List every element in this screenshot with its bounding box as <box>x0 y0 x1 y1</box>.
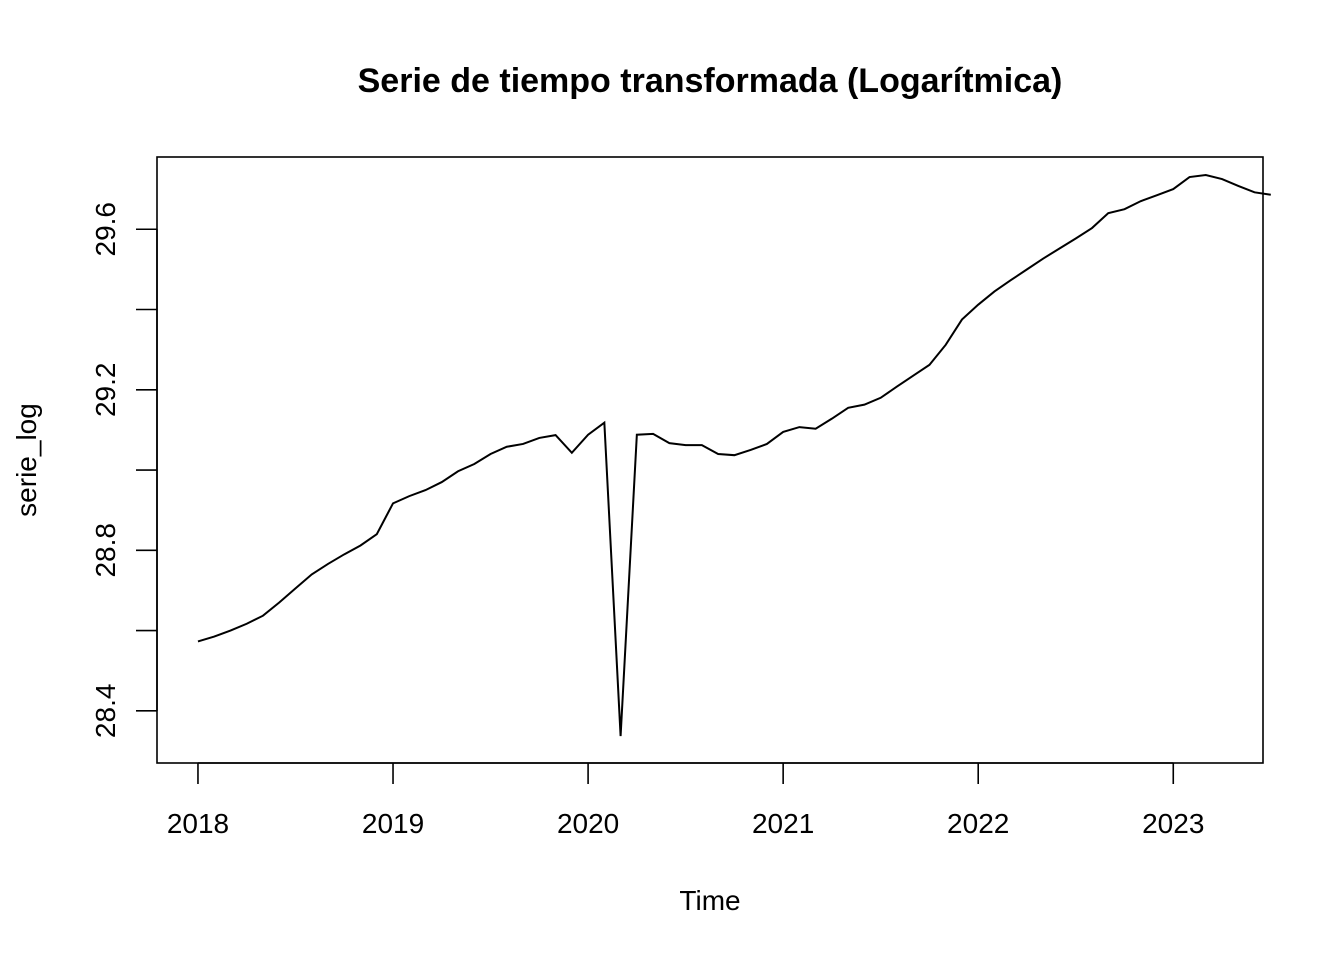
y-tick-label: 29.2 <box>90 363 121 418</box>
chart-title: Serie de tiempo transformada (Logarítmic… <box>358 62 1063 100</box>
y-tick-label: 28.8 <box>90 523 121 578</box>
x-tick-label: 2021 <box>752 808 814 839</box>
x-axis: 2018 2019 2020 2021 2022 2023 <box>167 762 1204 839</box>
x-tick-label: 2022 <box>947 808 1009 839</box>
x-tick-label: 2018 <box>167 808 229 839</box>
x-axis-label: Time <box>679 885 740 916</box>
y-tick-label: 29.6 <box>90 202 121 257</box>
y-axis-label: serie_log <box>11 403 42 517</box>
y-tick-label: 28.4 <box>90 684 121 739</box>
x-tick-label: 2023 <box>1142 808 1204 839</box>
y-axis: 28.4 28.8 29.2 29.6 <box>90 202 158 739</box>
series-line <box>197 174 1271 737</box>
x-tick-label: 2020 <box>557 808 619 839</box>
plot-frame <box>156 156 1264 764</box>
x-tick-label: 2019 <box>362 808 424 839</box>
